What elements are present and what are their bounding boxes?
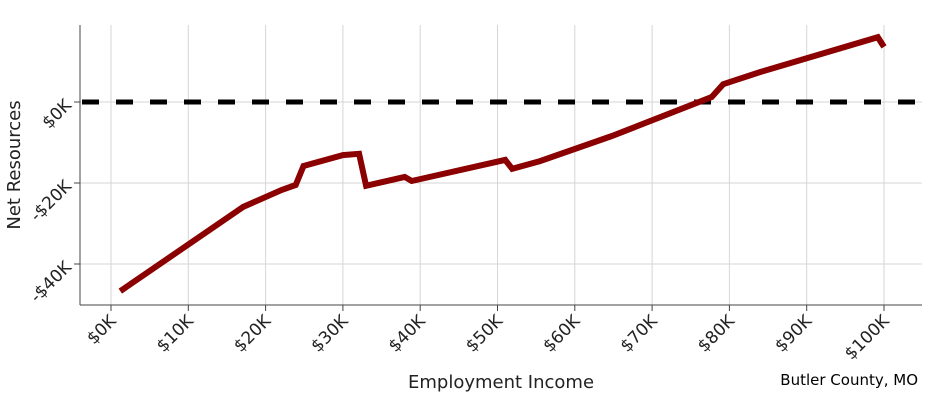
x-tick-label: $100K	[841, 311, 894, 364]
x-tick-label: $30K	[307, 311, 353, 357]
x-axis-label: Employment Income	[408, 372, 594, 393]
x-tick-label: $20K	[230, 311, 276, 357]
x-tick-label: $10K	[153, 311, 199, 357]
x-tick-label: $70K	[617, 311, 663, 357]
x-tick-label: $90K	[771, 311, 817, 357]
x-tick-label: $40K	[385, 311, 431, 357]
location-annotation: Butler County, MO	[780, 371, 918, 389]
y-tick-label: -$40K	[26, 257, 76, 307]
x-tick-label: $60K	[539, 311, 585, 357]
y-tick-label: $0K	[38, 95, 76, 133]
y-axis-label: Net Resources	[4, 100, 25, 229]
y-tick-label: -$20K	[26, 176, 76, 226]
x-tick-label: $50K	[462, 311, 508, 357]
x-tick-label: $80K	[694, 311, 740, 357]
series-line	[118, 33, 887, 294]
x-tick-label: $0K	[83, 311, 121, 349]
